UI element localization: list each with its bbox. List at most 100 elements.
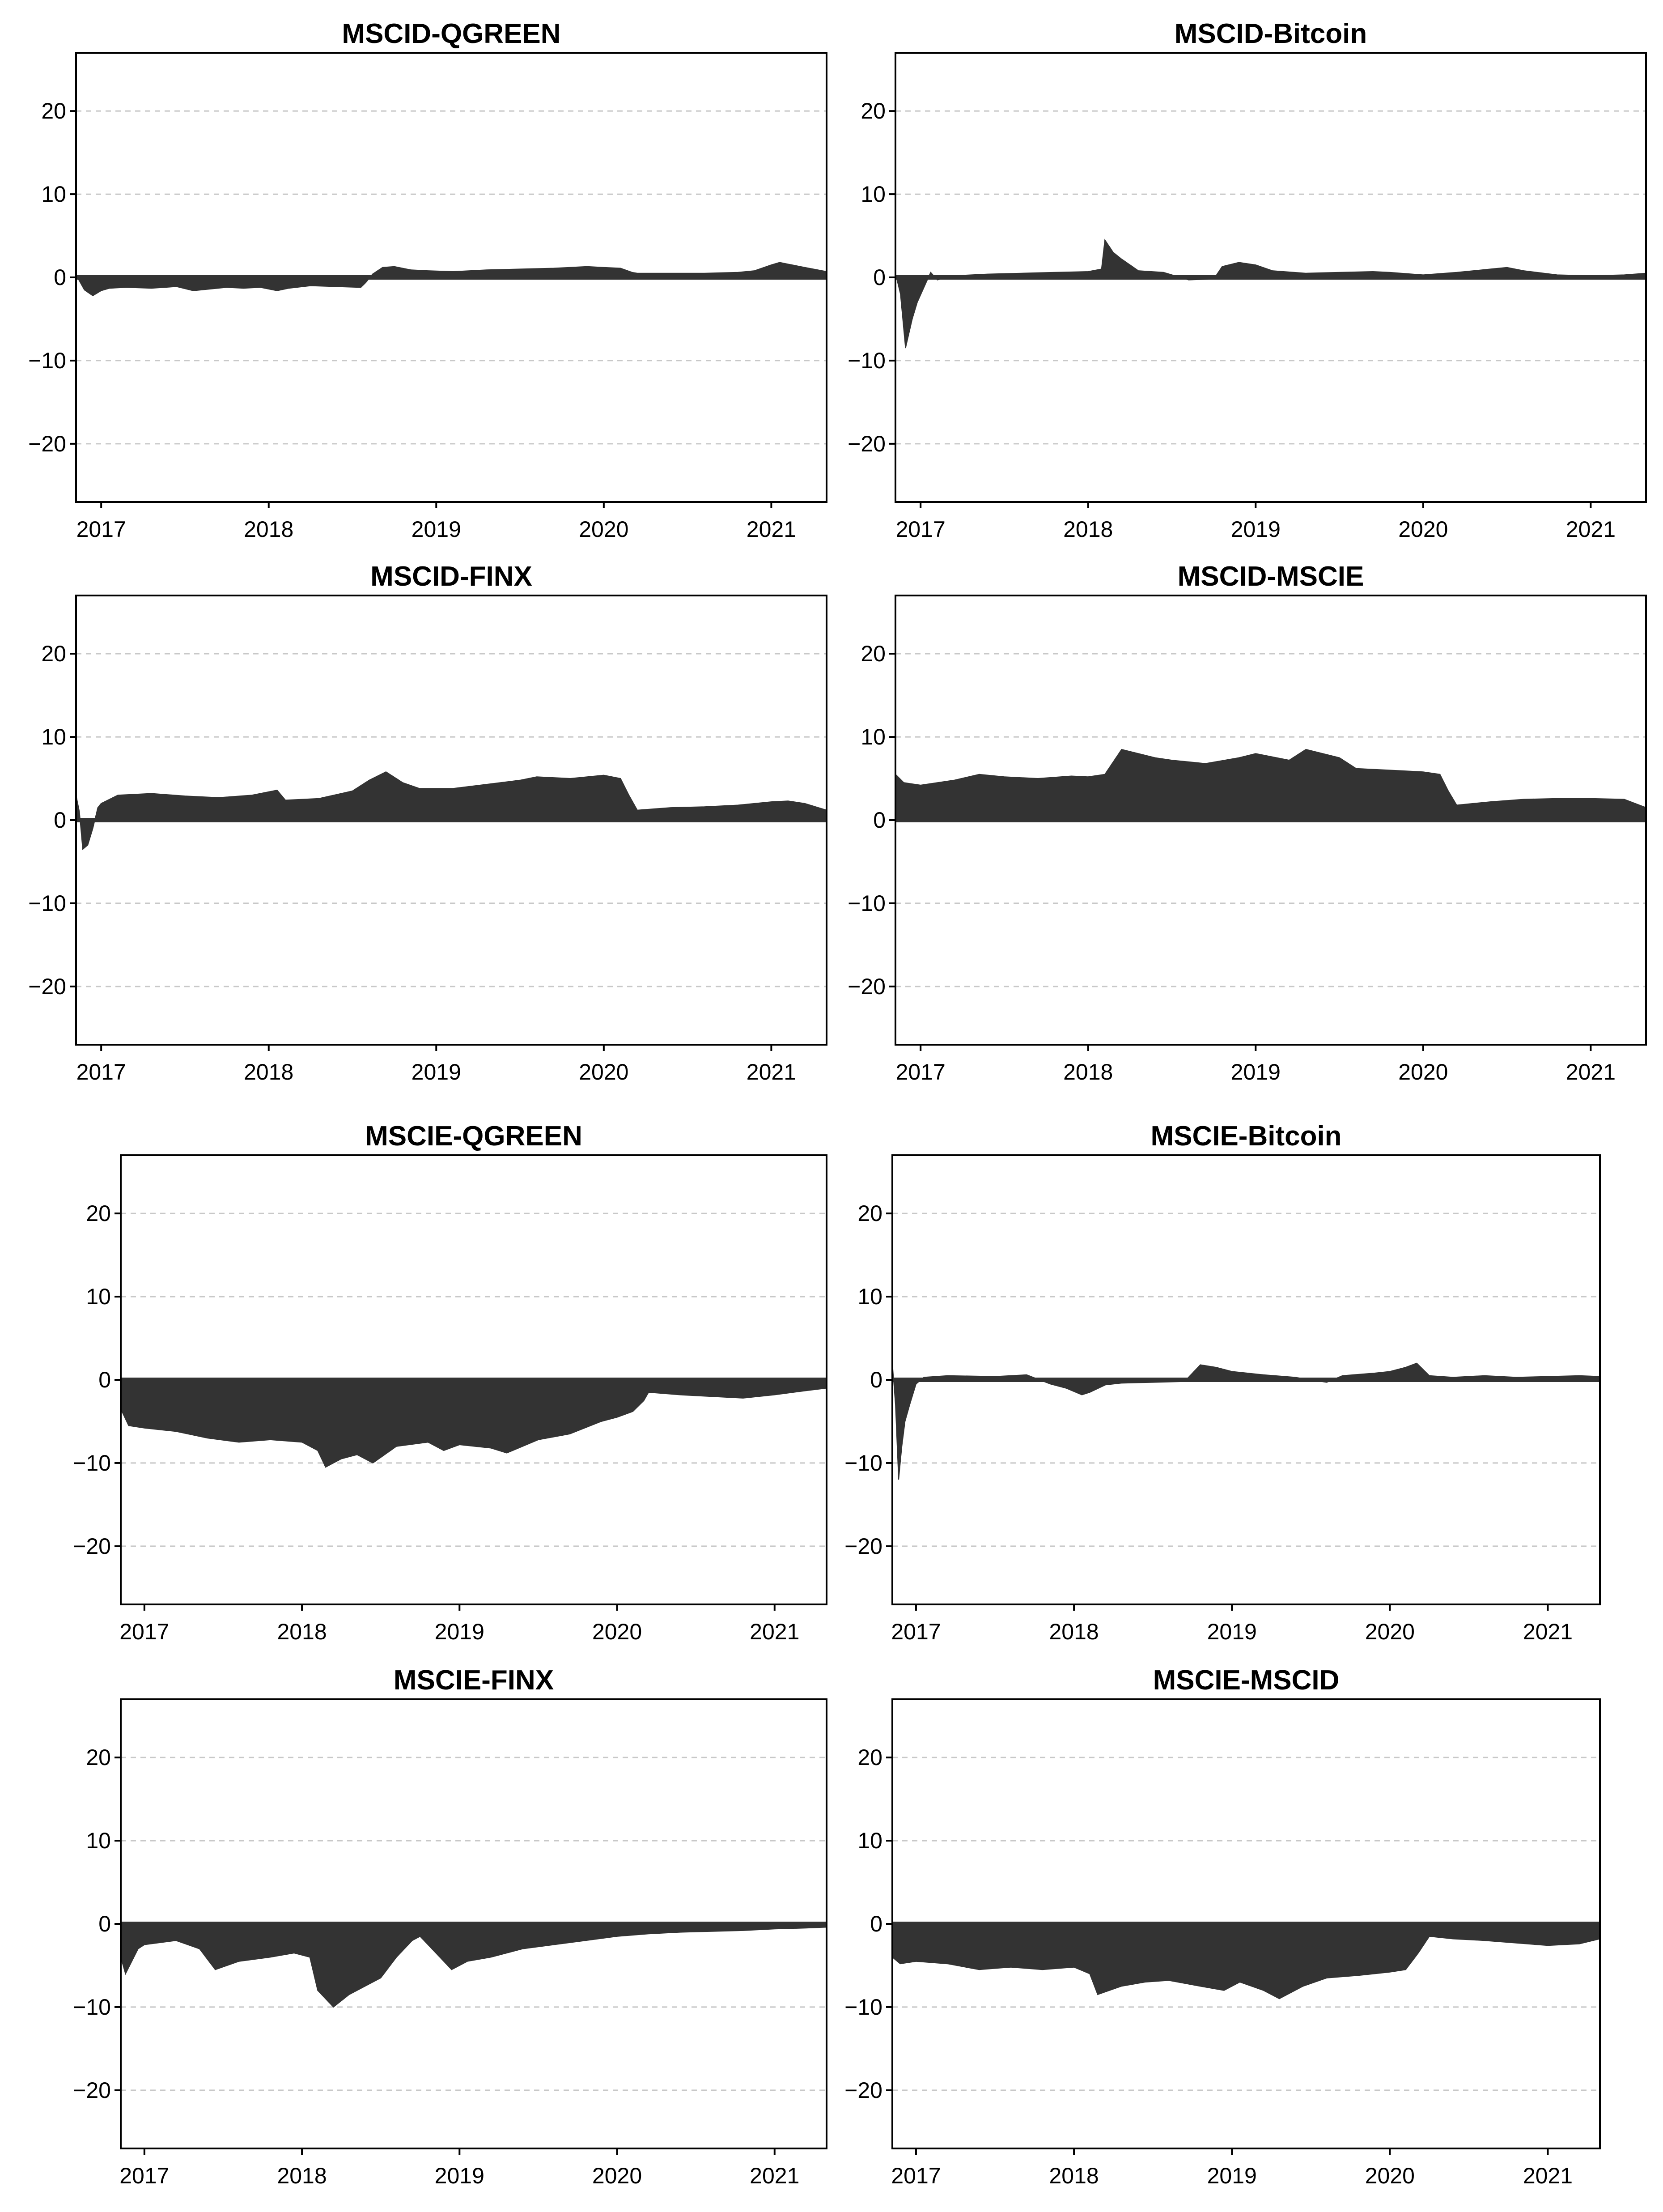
plot-frame	[895, 595, 1647, 1046]
x-tick-label: 2021	[750, 2163, 799, 2188]
x-tick-label: 2018	[1063, 1059, 1113, 1085]
chart-panel-2: MSCID-Bitcoin 20 10 0 −10 −20 2017 2018 2019 2020…	[848, 18, 1647, 542]
x-tick-label: 2019	[1231, 517, 1281, 542]
plot-frame	[891, 1154, 1601, 1605]
x-tick-label: 2020	[579, 517, 628, 542]
y-tick-label: 20	[41, 98, 66, 123]
x-tick-label: 2020	[579, 1059, 628, 1085]
x-tick-label: 2017	[119, 1619, 169, 1644]
x-tick-label: 2019	[1207, 2163, 1257, 2188]
x-tick-label: 2017	[891, 2163, 941, 2188]
x-tick-label: 2017	[896, 1059, 946, 1085]
panel-title: MSCIE-Bitcoin	[1150, 1121, 1341, 1152]
x-tick-label: 2018	[1063, 517, 1113, 542]
panel-title: MSCIE-MSCID	[1153, 1665, 1340, 1696]
plot-frame	[120, 1154, 827, 1605]
y-tick-label: 20	[41, 641, 66, 666]
x-tick-label: 2019	[412, 517, 461, 542]
x-tick-label: 2017	[76, 517, 126, 542]
plot-frame	[895, 52, 1647, 503]
x-tick-label: 2019	[1231, 1059, 1281, 1085]
y-tick-label: −10	[848, 348, 886, 373]
y-tick-label: 10	[41, 182, 66, 207]
panel-title: MSCIE-QGREEN	[365, 1121, 582, 1152]
area-series	[895, 749, 1646, 821]
y-tick-label: −10	[844, 1995, 882, 2020]
y-tick-label: 10	[861, 724, 886, 749]
chart-panel-3: MSCID-FINX 20 10 0 −10 −20 2017 2018 2019 2020 202…	[28, 561, 827, 1085]
x-tick-label: 2021	[747, 517, 796, 542]
y-tick-label: −20	[844, 1534, 882, 1559]
x-tick-label: 2020	[592, 1619, 642, 1644]
x-tick-label: 2021	[747, 1059, 796, 1085]
x-tick-label: 2020	[592, 2163, 642, 2188]
x-tick-label: 2018	[244, 1059, 293, 1085]
y-tick-label: 20	[857, 1201, 882, 1226]
y-tick-label: 0	[870, 1367, 882, 1392]
x-tick-label: 2021	[750, 1619, 799, 1644]
x-tick-label: 2021	[1523, 2163, 1573, 2188]
y-tick-label: 10	[857, 1828, 882, 1853]
y-tick-label: 10	[41, 724, 66, 749]
y-tick-label: −20	[28, 974, 66, 999]
panel-title: MSCID-FINX	[370, 561, 532, 592]
y-tick-label: 10	[861, 182, 886, 207]
x-tick-label: 2018	[1049, 1619, 1099, 1644]
y-tick-label: −10	[73, 1995, 111, 2020]
plot-frame	[120, 1698, 827, 2149]
x-tick-label: 2020	[1365, 2163, 1415, 2188]
y-tick-label: 0	[98, 1367, 111, 1392]
chart-panel-5: MSCIE-QGREEN 20 10 0 −10 −20 2017 2018 2019 2020 2…	[73, 1121, 827, 1644]
y-tick-label: 10	[857, 1284, 882, 1309]
y-tick-label: 20	[861, 641, 886, 666]
panel-title: MSCID-QGREEN	[342, 18, 560, 49]
chart-panel-4: MSCID-MSCIE 20 10 0 −10 −20 2017 2018 2019 2020 20…	[848, 561, 1647, 1085]
y-tick-label: −20	[73, 1534, 111, 1559]
x-tick-label: 2019	[435, 2163, 484, 2188]
area-series	[76, 262, 827, 297]
x-tick-label: 2020	[1398, 1059, 1448, 1085]
panel-title: MSCID-Bitcoin	[1175, 18, 1367, 49]
x-tick-label: 2019	[412, 1059, 461, 1085]
y-tick-label: −20	[28, 431, 66, 456]
y-tick-label: 0	[54, 808, 66, 833]
x-tick-label: 2018	[1049, 2163, 1099, 2188]
panel-title: MSCID-MSCIE	[1178, 561, 1364, 592]
y-tick-label: 10	[86, 1828, 111, 1853]
x-tick-label: 2017	[119, 2163, 169, 2188]
y-tick-label: 0	[870, 1911, 882, 1936]
plot-frame	[75, 595, 827, 1046]
y-tick-label: −10	[28, 891, 66, 916]
x-tick-label: 2017	[896, 517, 946, 542]
area-series	[892, 1362, 1600, 1480]
x-tick-label: 2018	[244, 517, 293, 542]
x-tick-label: 2021	[1566, 1059, 1616, 1085]
chart-panel-8: MSCIE-MSCID 20 10 0 −10 −20 2017 2018 2019 2020 20…	[844, 1665, 1601, 2188]
x-tick-label: 2020	[1398, 517, 1448, 542]
y-tick-label: −20	[844, 2078, 882, 2103]
y-tick-label: −10	[848, 891, 886, 916]
y-tick-label: 0	[54, 265, 66, 290]
x-tick-label: 2019	[1207, 1619, 1257, 1644]
area-series	[892, 1923, 1600, 1999]
chart-panel-1: MSCID-QGREEN 20 10 0 −10 −20 2017 2018 2019 2020 2…	[28, 18, 827, 542]
x-tick-label: 2020	[1365, 1619, 1415, 1644]
y-tick-label: 20	[857, 1745, 882, 1770]
y-tick-label: −10	[844, 1451, 882, 1476]
x-tick-label: 2021	[1523, 1619, 1573, 1644]
y-tick-label: −20	[848, 974, 886, 999]
y-tick-label: 20	[86, 1745, 111, 1770]
panel-title: MSCIE-FINX	[394, 1665, 554, 1696]
x-tick-label: 2018	[277, 2163, 327, 2188]
y-tick-label: −20	[848, 431, 886, 456]
y-tick-label: 10	[86, 1284, 111, 1309]
plot-frame	[891, 1698, 1601, 2149]
plot-frame	[75, 52, 827, 503]
y-tick-label: −20	[73, 2078, 111, 2103]
chart-panel-7: MSCIE-FINX 20 10 0 −10 −20 2017 2018 2019 2020 202…	[73, 1665, 827, 2188]
x-tick-label: 2017	[891, 1619, 941, 1644]
area-series	[120, 1923, 827, 2008]
area-series	[120, 1379, 827, 1468]
area-series	[895, 238, 1646, 349]
